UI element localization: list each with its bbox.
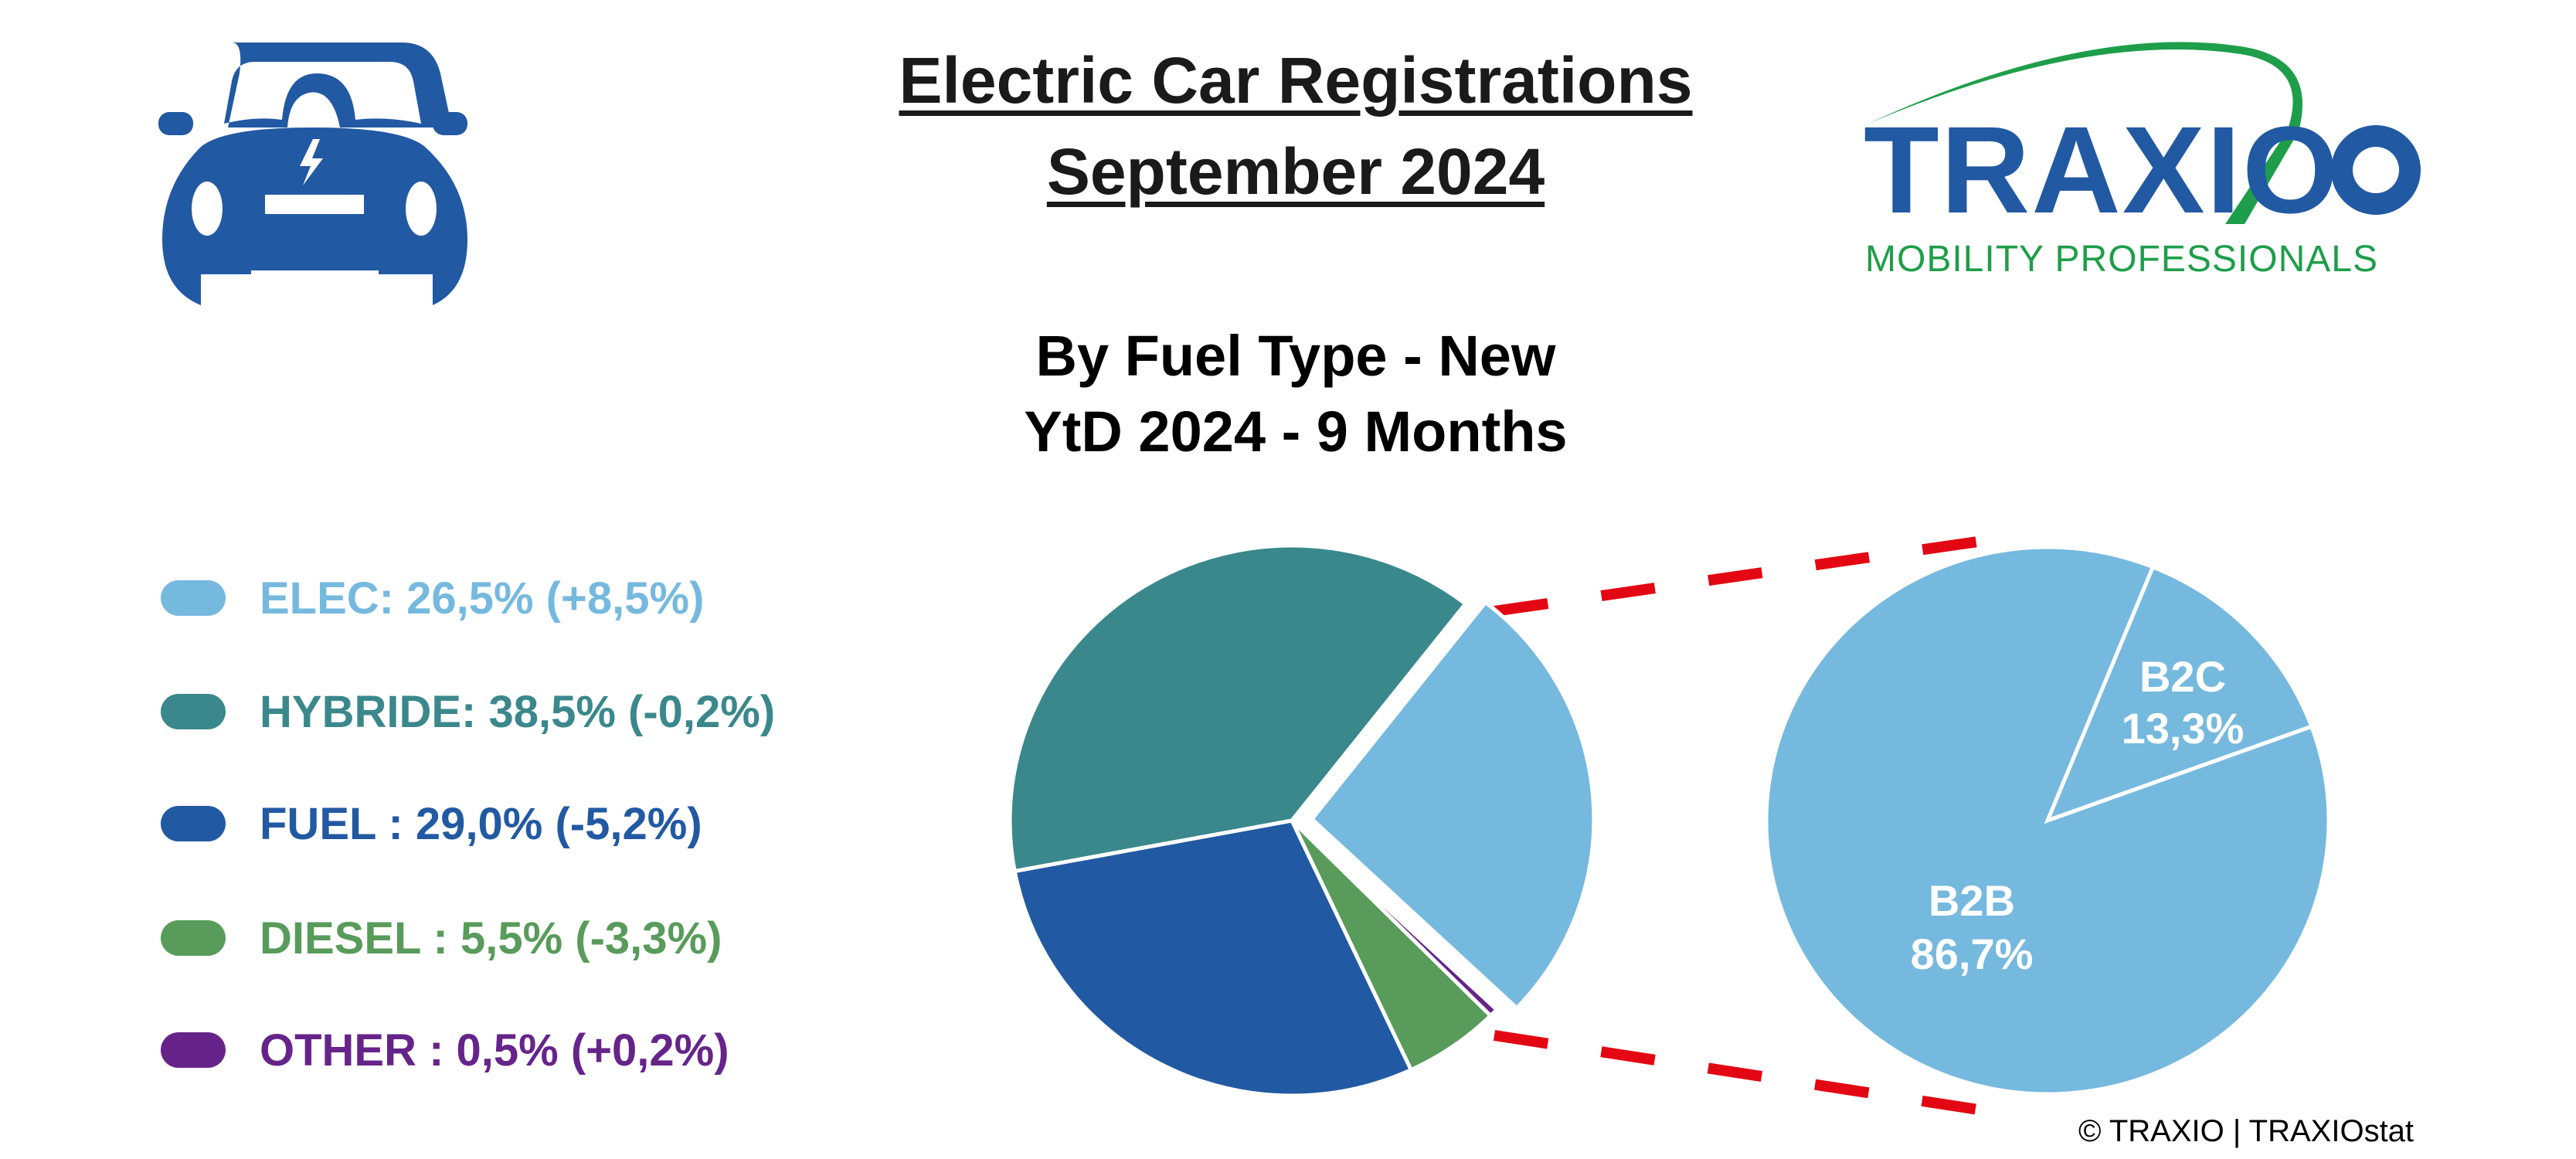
- legend-item-diesel: DIESEL : 5,5% (-3,3%): [161, 911, 722, 965]
- pie-slice-b2c: [2044, 564, 2315, 824]
- pie-slice-elec: [1309, 600, 1596, 1011]
- legend-item-elec: ELEC: 26,5% (+8,5%): [161, 571, 704, 625]
- label-b2b-name: B2B: [1929, 876, 2015, 925]
- main-pie: [1008, 543, 1596, 1098]
- logo-tagline: MOBILITY PROFESSIONALS: [1865, 239, 2378, 280]
- title-line-2: September 2024: [1046, 135, 1545, 208]
- connector-line-bottom: [1493, 1030, 1980, 1115]
- legend-label: OTHER : 0,5% (+0,2%): [260, 1025, 729, 1076]
- legend-swatch: [161, 1032, 226, 1068]
- legend-item-fuel: FUEL : 29,0% (-5,2%): [161, 797, 702, 851]
- label-b2c-name: B2C: [2139, 652, 2226, 701]
- label-b2b-value: 86,7%: [1911, 930, 2034, 978]
- pie-slice-hybride: [1008, 543, 1469, 874]
- legend-label: DIESEL : 5,5% (-3,3%): [260, 913, 722, 964]
- legend-item-other: OTHER : 0,5% (+0,2%): [161, 1023, 729, 1077]
- subtitle-line-2: YtD 2024 - 9 Months: [1024, 399, 1568, 464]
- elec-breakdown-pie: [1764, 545, 2331, 1096]
- pie-slice-fuel: [1012, 818, 1414, 1098]
- legend-label: HYBRIDE: 38,5% (-0,2%): [260, 686, 776, 737]
- logo-name: TRAXIO: [1864, 100, 2340, 239]
- legend-label: FUEL : 29,0% (-5,2%): [260, 798, 702, 849]
- subtitle-line-1: By Fuel Type - New: [1035, 324, 1556, 388]
- pie-slice-b2b: [1764, 545, 2331, 1096]
- label-b2c-value: 13,3%: [2122, 704, 2245, 753]
- legend-swatch: [161, 694, 226, 729]
- connector-line-top: [1494, 536, 1979, 617]
- title-line-1: Electric Car Registrations: [899, 44, 1693, 117]
- legend-swatch: [161, 806, 226, 841]
- legend-swatch: [161, 920, 226, 956]
- legend-item-hybride: HYBRIDE: 38,5% (-0,2%): [161, 685, 775, 739]
- legend-swatch: [161, 580, 226, 616]
- legend-label: ELEC: 26,5% (+8,5%): [260, 573, 705, 624]
- copyright: © TRAXIO | TRAXIOstat: [2078, 1114, 2415, 1148]
